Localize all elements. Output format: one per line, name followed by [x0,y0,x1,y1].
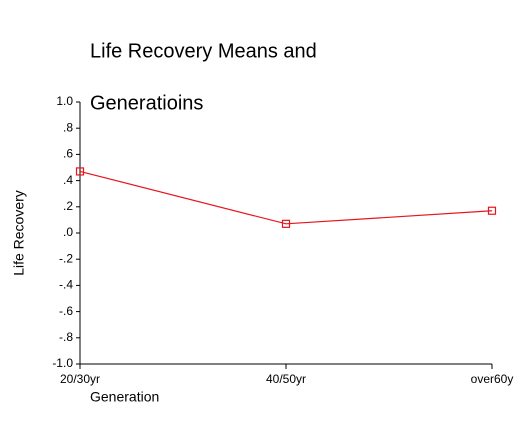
line [79,170,493,225]
x-tick-label: over60y [471,372,514,386]
y-tick-label: .0 [63,225,73,239]
y-tick-label: .8 [63,120,73,134]
x-axis-label: Generation [90,389,159,405]
y-tick-label: -1.0 [52,356,73,370]
y-tick-label: .6 [63,147,73,161]
y-axis-label: Life Recovery [11,190,27,276]
y-tick-label: -.2 [59,251,73,265]
x-tick-label: 40/50yr [266,372,306,386]
marker [75,167,85,176]
y-tick-label: -.8 [59,330,73,344]
y-tick-label: -.4 [59,278,73,292]
y-tick-label: .2 [63,199,73,213]
chart-title: Generatioins [90,92,203,114]
marker [281,219,291,228]
chart-title: Life Recovery Means and [90,40,317,62]
x-tick-label: 20/30yr [60,372,100,386]
y-tick-label: -.6 [59,304,73,318]
y-tick-label: 1.0 [56,94,73,108]
marker [487,206,497,215]
y-tick-label: .4 [63,173,73,187]
